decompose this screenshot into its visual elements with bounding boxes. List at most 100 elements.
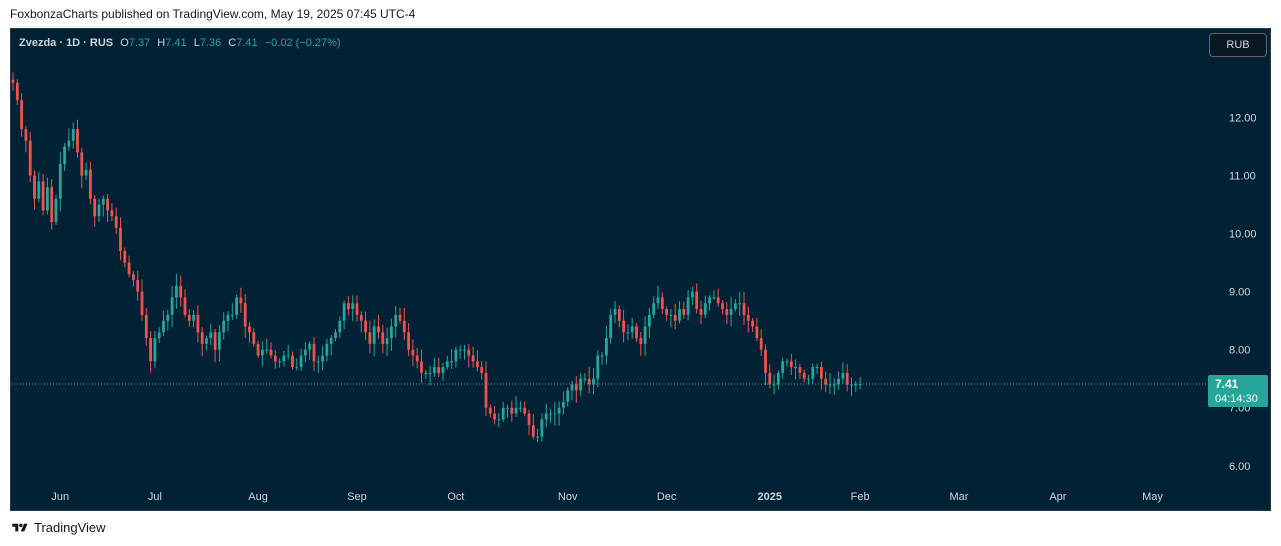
candle-body xyxy=(807,378,810,380)
candle-body xyxy=(686,297,690,315)
candle-body xyxy=(316,361,320,363)
candle-body xyxy=(789,361,793,368)
open-value: 7.37 xyxy=(128,37,151,49)
candle-body xyxy=(626,332,630,334)
candle-body xyxy=(523,407,527,414)
x-tick-label: Oct xyxy=(447,491,464,503)
candle-body xyxy=(570,384,574,391)
high-value: 7.41 xyxy=(165,37,187,49)
candle-body xyxy=(433,367,436,373)
candle-body xyxy=(527,413,531,426)
candle-body xyxy=(230,314,234,316)
candle-body xyxy=(531,425,535,437)
candle-body xyxy=(381,332,385,344)
candle-body xyxy=(84,169,88,176)
candle-body xyxy=(256,343,260,356)
candle-body xyxy=(660,297,664,310)
candle-body xyxy=(37,181,41,199)
candle-body xyxy=(738,303,742,305)
y-tick-label: 9.00 xyxy=(1229,287,1250,299)
candle-body xyxy=(50,187,54,223)
bar-countdown-label: 04:14:30 xyxy=(1215,393,1258,405)
candle-body xyxy=(695,291,699,310)
candle-body xyxy=(734,303,737,310)
x-tick-label: Sep xyxy=(347,491,367,503)
candle-body xyxy=(63,146,66,164)
candle-body xyxy=(497,419,501,421)
candle-body xyxy=(553,413,557,415)
candle-body xyxy=(755,326,759,339)
candle-body xyxy=(299,355,303,368)
candle-body xyxy=(820,367,823,379)
candle-body xyxy=(772,384,776,386)
x-tick-label: Nov xyxy=(558,491,578,503)
candle-body xyxy=(463,349,466,351)
candle-body xyxy=(248,326,251,333)
candle-body xyxy=(28,140,32,176)
candles-group xyxy=(11,72,862,442)
candle-body xyxy=(458,349,462,351)
candle-body xyxy=(338,320,342,333)
candle-body xyxy=(574,384,578,391)
candle-body xyxy=(205,338,208,344)
candle-body xyxy=(536,436,539,438)
candle-body xyxy=(33,175,36,199)
candle-body xyxy=(58,163,62,199)
candle-body xyxy=(643,326,647,344)
candle-body xyxy=(562,401,565,408)
tradingview-brand-text: TradingView xyxy=(34,520,106,535)
x-tick-label: Dec xyxy=(657,491,677,503)
candle-body xyxy=(549,413,552,415)
candle-body xyxy=(721,303,724,310)
candle-body xyxy=(282,355,286,362)
candle-body xyxy=(351,303,355,310)
candle-body xyxy=(544,413,548,420)
candle-body xyxy=(764,349,767,373)
candle-body xyxy=(304,349,307,356)
candle-body xyxy=(557,407,561,414)
candle-body xyxy=(506,407,509,409)
candle-body xyxy=(785,361,789,363)
candle-body xyxy=(252,332,256,344)
candle-body xyxy=(71,129,75,141)
candle-body xyxy=(157,332,161,339)
candle-body xyxy=(372,326,376,344)
candle-body xyxy=(183,297,187,315)
change-value: −0.02 (−0.27%) xyxy=(264,37,341,49)
high-label: H xyxy=(157,37,166,49)
close-value: 7.41 xyxy=(236,37,258,49)
candle-body xyxy=(162,320,165,333)
candle-body xyxy=(781,361,785,373)
candle-body xyxy=(291,355,294,368)
candle-body xyxy=(794,367,797,369)
candle-body xyxy=(725,309,729,315)
candle-body xyxy=(101,198,105,205)
candle-body xyxy=(407,332,410,350)
candle-body xyxy=(132,274,135,281)
currency-button[interactable]: RUB xyxy=(1209,33,1267,57)
candle-body xyxy=(742,303,746,315)
chart-panel[interactable]: 6.00 7.00 8.00 9.00 10.00 11.00 12.00 Jun Jul Au… xyxy=(10,28,1271,511)
candle-body xyxy=(136,280,140,292)
x-tick-label: Mar xyxy=(950,491,969,503)
ohlc-legend: Zvezda · 1D · RUS O7.37 H7.41 L7.36 C7.4… xyxy=(19,37,345,49)
candle-body xyxy=(24,129,28,141)
y-tick-label: 8.00 xyxy=(1229,345,1250,357)
candle-body xyxy=(639,338,643,344)
candle-body xyxy=(127,262,131,275)
x-tick-label: Jun xyxy=(51,491,69,503)
candle-body xyxy=(450,361,453,363)
candle-body xyxy=(587,378,591,385)
candle-body xyxy=(424,372,428,374)
candle-body xyxy=(699,309,703,315)
candle-body xyxy=(729,309,733,315)
candle-body xyxy=(622,320,625,333)
publisher-header: FoxbonzaCharts published on TradingView.… xyxy=(10,7,416,21)
candle-body xyxy=(140,291,144,315)
x-tick-label: Apr xyxy=(1049,491,1066,503)
candle-body xyxy=(144,314,148,339)
open-label: O xyxy=(120,37,129,49)
candle-body xyxy=(501,407,505,420)
candle-body xyxy=(480,367,484,373)
